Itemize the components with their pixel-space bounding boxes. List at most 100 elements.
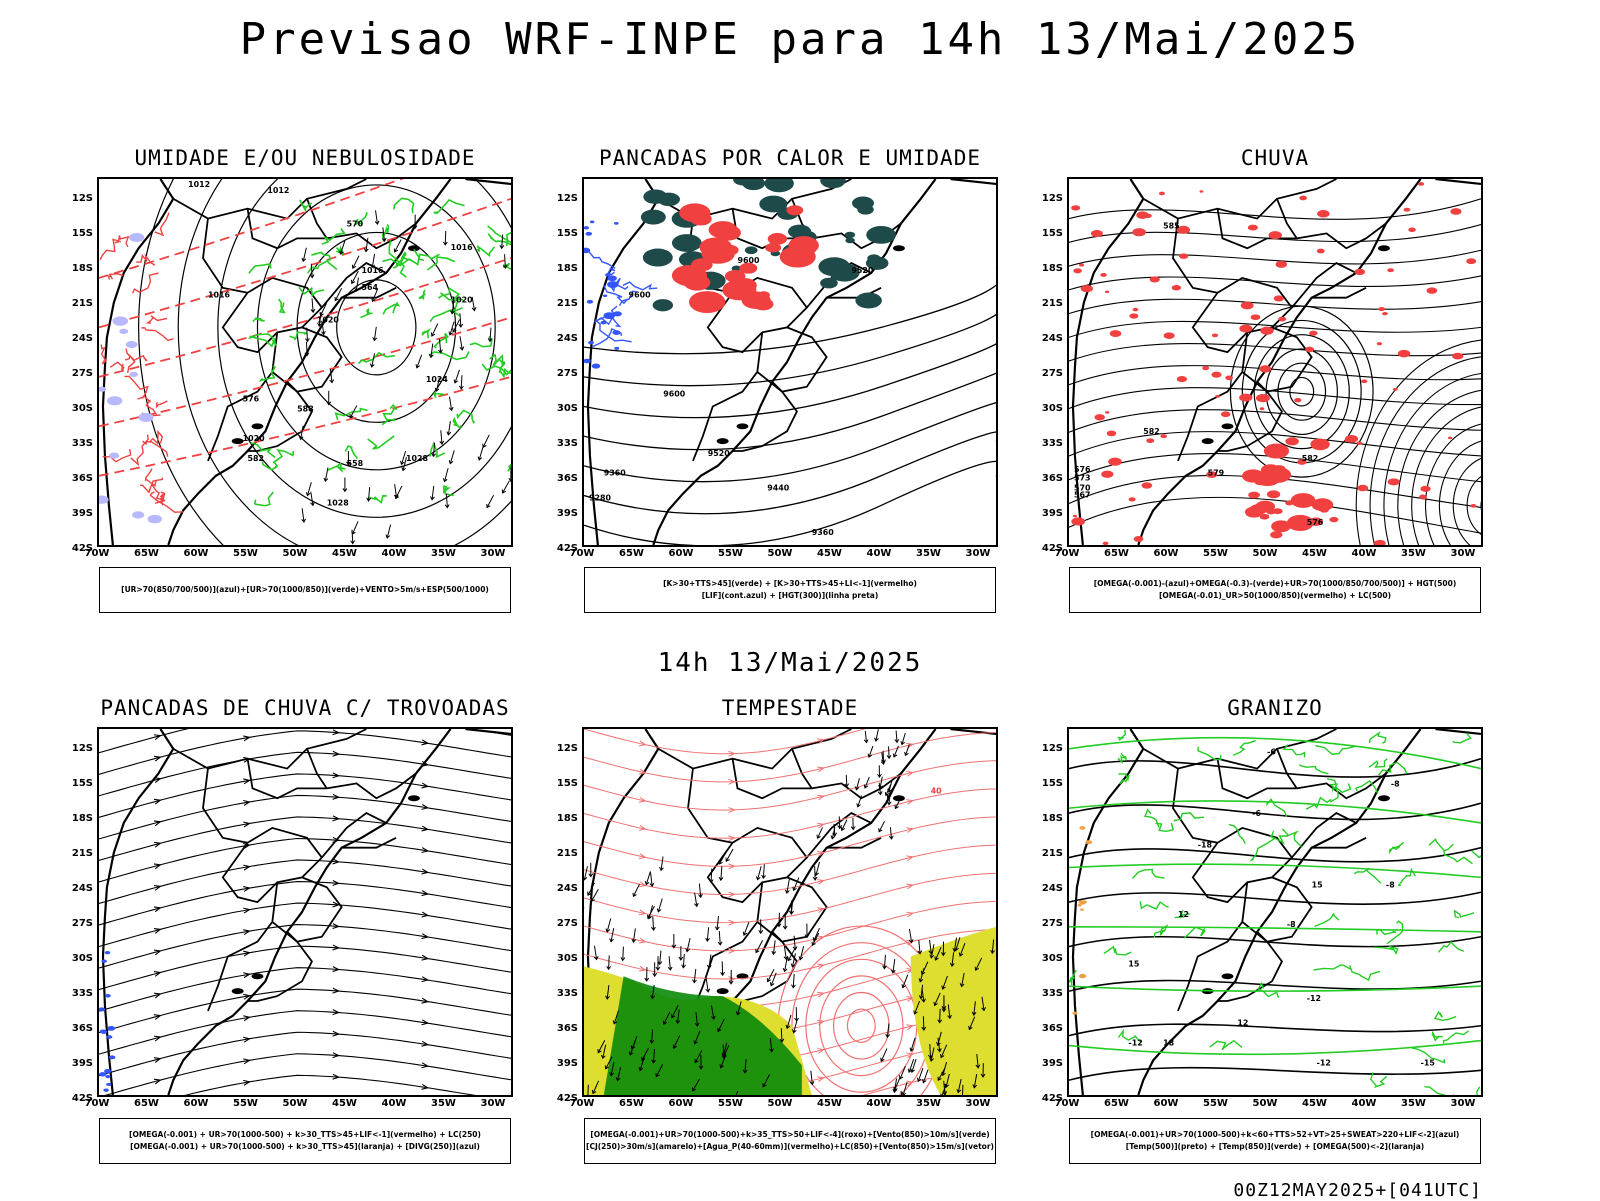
lat-tick-label: 15S: [550, 228, 578, 239]
lat-tick-label: 33S: [1035, 988, 1063, 999]
lon-tick-label: 70W: [1052, 548, 1082, 559]
contour-label: 1012: [267, 186, 289, 195]
lon-tick-label: 35W: [429, 548, 459, 559]
lat-tick-label: 36S: [1035, 1023, 1063, 1034]
lon-tick-label: 55W: [1201, 1098, 1231, 1109]
lat-tick-label: 39S: [65, 508, 93, 519]
contour-label: 1024: [426, 375, 449, 384]
lon-tick-label: 35W: [914, 1098, 944, 1109]
lat-tick-label: 21S: [550, 298, 578, 309]
contour-label: 582: [1143, 427, 1160, 436]
lon-tick-label: 55W: [716, 1098, 746, 1109]
legend-box: [K>30+TTS>45](verde) + [K>30+TTS>45+LI<-…: [584, 567, 996, 613]
contour-label: -12: [1317, 1058, 1331, 1067]
lat-tick-label: 18S: [550, 263, 578, 274]
lat-tick-label: 36S: [550, 1023, 578, 1034]
contour-label: 579: [1208, 469, 1225, 478]
legend-line: [LIF](cont.azul) + [HGT(300)](linha pret…: [702, 590, 879, 602]
lon-tick-label: 60W: [181, 548, 211, 559]
lat-tick-label: 33S: [65, 438, 93, 449]
lat-tick-label: 18S: [65, 813, 93, 824]
lat-tick-label: 21S: [550, 848, 578, 859]
contour-label: -8: [1287, 920, 1296, 929]
lon-tick-label: 45W: [815, 548, 845, 559]
contour-label: -6: [1267, 748, 1276, 757]
lat-tick-label: 15S: [65, 778, 93, 789]
lat-tick-label: 33S: [1035, 438, 1063, 449]
contour-label: 9440: [767, 484, 790, 493]
lat-tick-label: 33S: [550, 988, 578, 999]
contour-label: 9280: [589, 493, 612, 502]
legend-line: [OMEGA(-0.001)+UR>70(1000-500)+k<60+TTS>…: [1091, 1129, 1460, 1141]
lon-tick-label: 50W: [1250, 548, 1280, 559]
lon-tick-label: 60W: [1151, 1098, 1181, 1109]
map-frame: 40: [582, 727, 998, 1097]
lon-tick-label: 70W: [82, 1098, 112, 1109]
legend-line: [OMEGA(-0.001)+UR>70(1000-500)+k>35_TTS>…: [590, 1129, 989, 1141]
panel-title: UMIDADE E/OU NEBULOSIDADE: [97, 146, 513, 170]
lon-tick-label: 65W: [617, 1098, 647, 1109]
lat-tick-label: 21S: [65, 298, 93, 309]
panel-title: TEMPESTADE: [582, 696, 998, 720]
contour-label: 570: [347, 219, 364, 228]
lat-tick-label: 27S: [1035, 368, 1063, 379]
lon-tick-label: 45W: [1300, 548, 1330, 559]
main-title: Previsao WRF-INPE para 14h 13/Mai/2025: [0, 14, 1600, 65]
contour-label: 1028: [406, 454, 429, 463]
panel-title: PANCADAS POR CALOR E UMIDADE: [582, 146, 998, 170]
lat-tick-label: 21S: [65, 848, 93, 859]
lon-tick-label: 55W: [231, 1098, 261, 1109]
panel-title: CHUVA: [1067, 146, 1483, 170]
contour-label: 1020: [317, 315, 340, 324]
lat-tick-label: 30S: [1035, 953, 1063, 964]
lat-tick-label: 24S: [1035, 333, 1063, 344]
lat-tick-label: 12S: [65, 743, 93, 754]
lon-tick-label: 60W: [1151, 548, 1181, 559]
lat-tick-label: 12S: [550, 743, 578, 754]
lon-tick-label: 50W: [280, 1098, 310, 1109]
legend-line: [OMEGA(-0.001)-(azul)+OMEGA(-0.3)-(verde…: [1094, 578, 1457, 590]
lat-tick-label: 24S: [1035, 883, 1063, 894]
contour-label: 15: [1312, 880, 1323, 889]
legend-box: [OMEGA(-0.001)+UR>70(1000-500)+k<60+TTS>…: [1069, 1118, 1481, 1164]
lat-tick-label: 24S: [550, 883, 578, 894]
lon-tick-label: 65W: [1102, 1098, 1132, 1109]
lon-tick-label: 70W: [567, 548, 597, 559]
lat-tick-label: 36S: [1035, 473, 1063, 484]
lon-tick-label: 30W: [963, 1098, 993, 1109]
contour-label: 9360: [604, 469, 627, 478]
lon-tick-label: 60W: [181, 1098, 211, 1109]
panel-title: PANCADAS DE CHUVA C/ TROVOADAS: [97, 696, 513, 720]
legend-line: [CJ(250)>30m/s](amarelo)+[Agua_P(40-60mm…: [586, 1141, 994, 1153]
contour-label: 1016: [361, 266, 384, 275]
lat-tick-label: 12S: [1035, 193, 1063, 204]
map-canvas: [99, 729, 511, 1095]
contour-label: 588: [297, 404, 314, 413]
lon-tick-label: 60W: [666, 548, 696, 559]
map-frame: [97, 727, 513, 1097]
lat-tick-label: 30S: [1035, 403, 1063, 414]
mid-time-label: 14h 13/Mai/2025: [580, 648, 1000, 678]
lon-tick-label: 50W: [765, 1098, 795, 1109]
run-info: 00Z12MAY2025+[041UTC]: [1233, 1180, 1482, 1201]
lon-tick-label: 40W: [864, 1098, 894, 1109]
lon-tick-label: 55W: [716, 548, 746, 559]
contour-label: 9600: [629, 291, 652, 300]
contour-label: 12: [1178, 910, 1189, 919]
lat-tick-label: 15S: [1035, 778, 1063, 789]
lon-tick-label: 40W: [1349, 548, 1379, 559]
lon-tick-label: 45W: [815, 1098, 845, 1109]
lon-tick-label: 70W: [1052, 1098, 1082, 1109]
lat-tick-label: 15S: [65, 228, 93, 239]
lon-tick-label: 70W: [82, 548, 112, 559]
lon-tick-label: 40W: [1349, 1098, 1379, 1109]
lat-tick-label: 18S: [1035, 263, 1063, 274]
contour-label: 18: [1163, 1039, 1175, 1048]
lon-tick-label: 65W: [132, 1098, 162, 1109]
lat-tick-label: 33S: [550, 438, 578, 449]
